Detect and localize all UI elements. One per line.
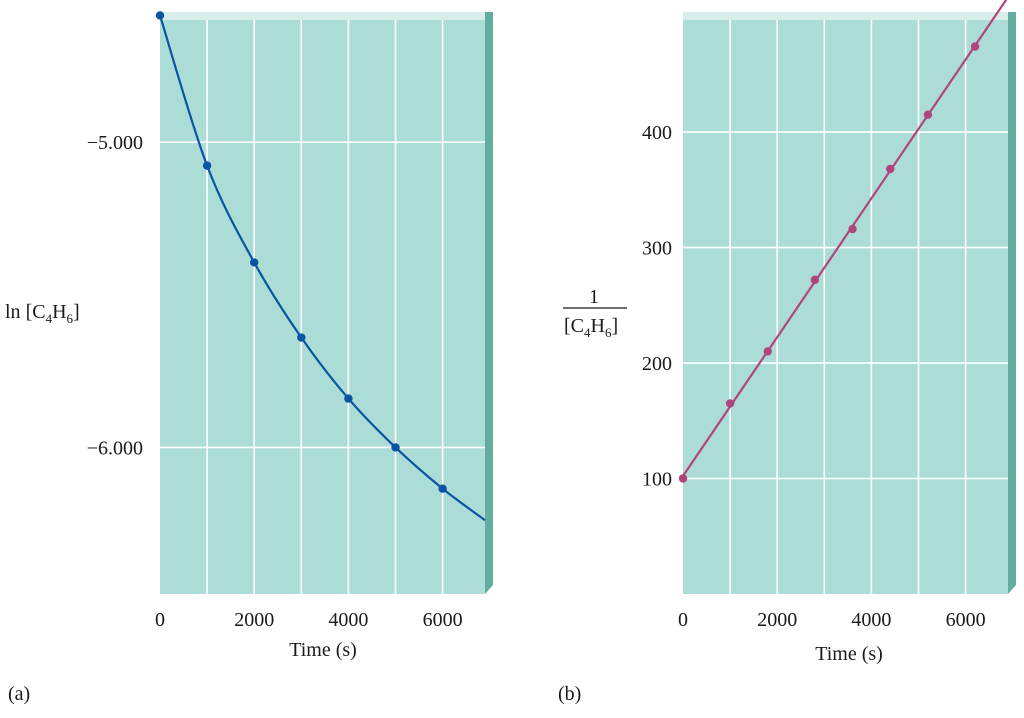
chart-b-y-tick-label: 200 — [642, 353, 672, 375]
chart-b-y-tick-label: 100 — [642, 469, 672, 491]
chart-a: 0 2000 4000 6000 −5.000 −6.000 Time (s) ln [… — [5, 11, 493, 705]
chart-b-y-tick-label: 300 — [642, 238, 672, 260]
chart-a-y-axis-title-close: ] — [73, 301, 80, 323]
chart-b-y-axis-title-main: [C — [564, 315, 584, 337]
chart-a-x-tick-label: 6000 — [423, 609, 463, 631]
chart-b-x-tick-label: 6000 — [946, 609, 986, 631]
chart-a-y-tick-label: −5.000 — [87, 132, 143, 154]
chart-a-x-tick-label: 4000 — [328, 609, 368, 631]
chart-a-data-point — [297, 333, 306, 342]
chart-a-x-tick-label: 0 — [155, 609, 165, 631]
chart-b-y-axis-title-sub2: 6 — [605, 325, 612, 340]
chart-a-data-point — [438, 484, 447, 493]
chart-a-data-point — [250, 258, 259, 267]
chart-a-y-axis-title-mid: H — [52, 301, 66, 323]
chart-a-y-tick-label: −6.000 — [87, 437, 143, 459]
chart-b-x-tick-label: 4000 — [851, 609, 891, 631]
chart-b-data-point — [848, 224, 857, 234]
chart-b-y-axis-title-mid: H — [591, 315, 605, 337]
chart-a-data-point — [155, 11, 165, 20]
chart-b-panel-right-edge — [1008, 12, 1016, 594]
chart-b-plot-area — [683, 20, 1008, 594]
chart-b-data-point — [810, 275, 820, 285]
chart-b-panel-label: (b) — [558, 683, 581, 705]
chart-b-data-point — [678, 474, 688, 483]
chart-a-points — [155, 11, 447, 493]
chart-a-y-axis-title-main: [C — [26, 301, 46, 323]
chart-a-y-axis-title-sub2: 6 — [67, 311, 74, 326]
chart-a-panel-label: (a) — [8, 683, 30, 705]
chart-b-data-point — [763, 347, 772, 356]
chart-b: 0 2000 4000 6000 100 200 300 400 Time (s) 1 [C… — [558, 0, 1016, 705]
chart-b-x-tick-label: 0 — [678, 609, 688, 631]
chart-b-y-tick-label: 400 — [642, 122, 672, 144]
chart-b-x-axis-title: Time (s) — [815, 643, 883, 665]
chart-a-y-axis-title-sub1: 4 — [46, 311, 53, 326]
chart-a-panel-right-edge — [485, 12, 493, 594]
chart-b-x-ticks: 0 2000 4000 6000 — [678, 609, 986, 631]
chart-a-x-axis-title: Time (s) — [289, 639, 357, 661]
chart-a-plot-area — [160, 20, 485, 594]
chart-a-x-ticks: 0 2000 4000 6000 — [155, 609, 463, 631]
chart-a-data-point — [391, 443, 400, 452]
chart-b-data-point — [725, 399, 735, 408]
chart-a-data-point — [202, 161, 212, 170]
chart-b-data-point — [970, 42, 980, 51]
chart-b-grid — [683, 20, 1008, 594]
chart-b-data-point — [923, 110, 933, 119]
chart-b-y-axis-title-sub1: 4 — [584, 325, 591, 340]
chart-b-points — [678, 42, 980, 483]
chart-a-y-axis-title-prefix: ln — [5, 301, 26, 323]
chart-b-panel-top-edge — [683, 12, 1016, 20]
chart-b-y-axis-title-numerator: 1 — [589, 286, 599, 308]
chart-b-y-axis-title-close: ] — [611, 315, 618, 337]
chart-b-data-point — [886, 164, 895, 174]
chart-b-x-tick-label: 2000 — [757, 609, 797, 631]
chart-a-x-tick-label: 2000 — [234, 609, 274, 631]
chart-a-y-ticks: −5.000 −6.000 — [87, 132, 143, 459]
chart-b-fit-line — [682, 0, 1008, 477]
chart-a-y-axis-title: ln [C4H6] — [5, 301, 80, 326]
chart-a-panel-top-edge — [160, 12, 493, 20]
chart-a-data-point — [344, 394, 353, 403]
chart-b-y-axis-title-denominator: [C4H6] — [564, 315, 618, 340]
chart-b-y-ticks: 100 200 300 400 — [642, 122, 672, 490]
chart-a-grid — [160, 20, 485, 594]
